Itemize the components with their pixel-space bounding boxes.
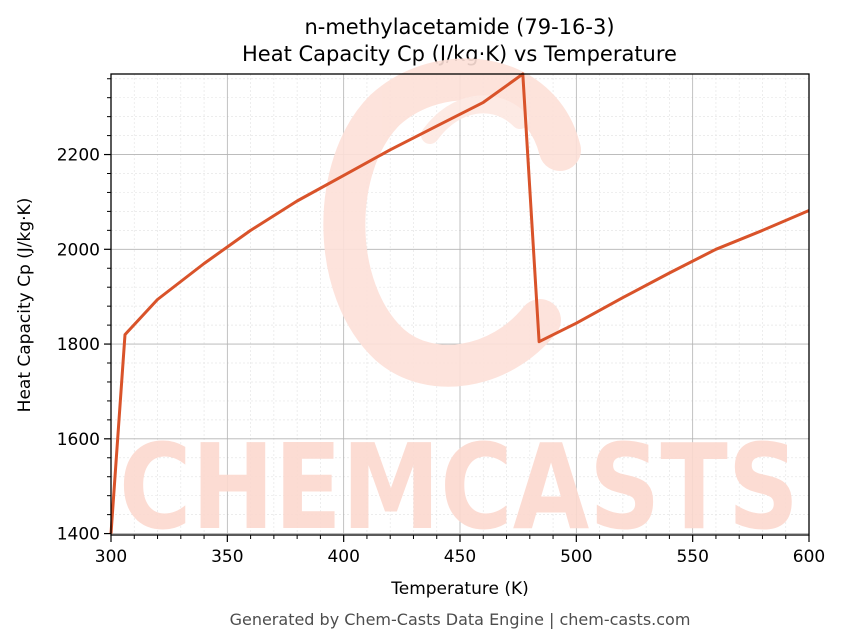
x-tick-label: 350: [211, 547, 243, 567]
x-axis: 300 350 400 450 500 550 600: [95, 535, 825, 567]
major-grid: [110, 74, 810, 535]
y-axis-label: Heat Capacity Cp (J/kg·K): [15, 198, 35, 413]
y-tick-label: 2200: [57, 146, 100, 166]
y-tick-label: 1600: [57, 430, 100, 450]
x-tick-label: 400: [327, 547, 359, 567]
y-axis: 1400 1600 1800 2000 2200: [57, 78, 111, 545]
footer-credit: Generated by Chem-Casts Data Engine | ch…: [230, 610, 691, 629]
x-tick-label: 450: [444, 547, 476, 567]
x-tick-label: 500: [560, 547, 592, 567]
y-tick-label: 1800: [57, 335, 100, 355]
x-tick-label: 600: [793, 547, 825, 567]
series-line: [109, 72, 810, 534]
watermark: CHEMCASTS: [119, 58, 799, 556]
x-tick-label: 300: [95, 547, 127, 567]
watermark-text: CHEMCASTS: [119, 418, 799, 556]
y-tick-label: 1400: [57, 525, 100, 545]
y-tick-label: 2000: [57, 240, 100, 260]
chart-title: n-methylacetamide (79-16-3): [304, 15, 614, 39]
x-axis-label: Temperature (K): [390, 579, 529, 599]
x-tick-label: 550: [676, 547, 708, 567]
